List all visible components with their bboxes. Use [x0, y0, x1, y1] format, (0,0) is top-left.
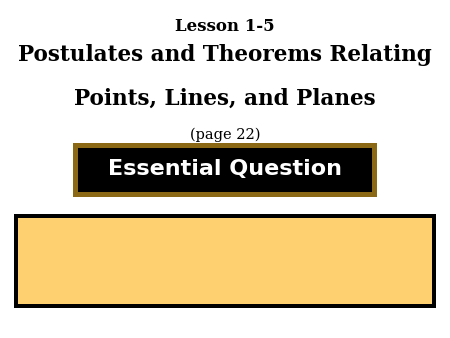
Text: relationships: relationships — [158, 232, 287, 250]
Text: geometric: geometric — [318, 232, 417, 250]
Text: used in real life situations?: used in real life situations? — [123, 266, 396, 284]
Text: Postulates and Theorems Relating: Postulates and Theorems Relating — [18, 44, 432, 66]
Text: Essential Question: Essential Question — [108, 159, 342, 179]
Text: of: of — [287, 232, 318, 250]
Text: figures: figures — [54, 266, 123, 284]
Text: Points, Lines, and Planes: Points, Lines, and Planes — [74, 88, 376, 110]
Text: How are the: How are the — [33, 232, 158, 250]
Text: (page 22): (page 22) — [190, 128, 260, 142]
Text: Lesson 1-5: Lesson 1-5 — [175, 18, 275, 35]
